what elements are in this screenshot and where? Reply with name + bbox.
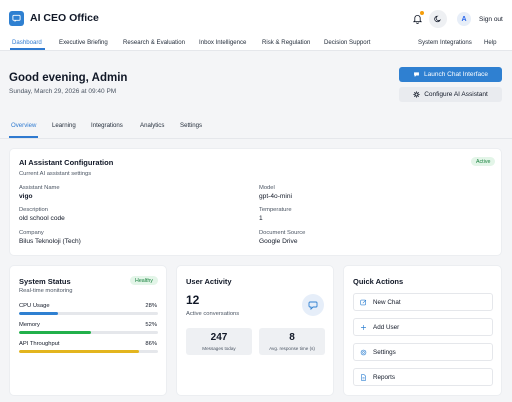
gear-icon <box>413 91 420 98</box>
chat-bubble-icon <box>302 294 324 316</box>
metric-value: 86% <box>145 341 157 347</box>
moon-icon <box>434 15 441 23</box>
reports-label: Reports <box>373 373 396 381</box>
health-badge: Healthy <box>130 276 158 285</box>
nav-system-integrations[interactable]: System Integrations <box>418 39 472 46</box>
field-label: Model <box>259 185 275 191</box>
quick-actions-title: Quick Actions <box>353 277 404 286</box>
nav-help[interactable]: Help <box>484 39 497 46</box>
nav-dashboard[interactable]: Dashboard <box>12 39 42 46</box>
notifications-button[interactable] <box>408 10 426 28</box>
field-value: vigo <box>19 193 33 200</box>
tab-overview[interactable]: Overview <box>11 122 37 129</box>
field-value: Google Drive <box>259 238 298 245</box>
main-nav: Dashboard Executive Briefing Research & … <box>0 34 512 50</box>
theme-toggle-button[interactable] <box>429 10 447 28</box>
nav-executive-briefing[interactable]: Executive Briefing <box>59 39 108 46</box>
messages-count: 247 <box>210 332 228 343</box>
edit-icon <box>360 299 367 305</box>
active-conversations-label: Active conversations <box>186 311 240 317</box>
messages-stat: 247 Messages today <box>186 328 252 355</box>
page-title: Good evening, Admin <box>9 72 128 84</box>
field-label: Company <box>19 230 44 236</box>
tab-integrations[interactable]: Integrations <box>91 122 123 129</box>
nav-active-indicator <box>10 48 45 50</box>
user-activity-card: User Activity 12 Active conversations 24… <box>176 265 334 396</box>
system-status-subtitle: Real-time monitoring <box>19 288 73 294</box>
memory-progress-fill <box>19 331 92 334</box>
field-value: 1 <box>259 215 263 222</box>
chat-icon <box>414 72 419 77</box>
nav-research-evaluation[interactable]: Research & Evaluation <box>123 39 185 46</box>
new-chat-button[interactable]: New Chat <box>353 293 493 311</box>
app-logo-icon <box>9 11 24 26</box>
nav-divider <box>0 50 512 51</box>
configure-assistant-button[interactable]: Configure AI Assistant <box>399 87 502 102</box>
metric-value: 28% <box>145 303 157 309</box>
cpu-progress-bar <box>19 312 158 315</box>
settings-button[interactable]: Settings <box>353 343 493 361</box>
new-chat-label: New Chat <box>373 298 401 306</box>
tab-active-indicator <box>9 136 38 138</box>
launch-chat-button[interactable]: Launch Chat Interface <box>399 67 502 82</box>
sign-out-link[interactable]: Sign out <box>479 15 503 23</box>
tab-analytics[interactable]: Analytics <box>140 122 165 129</box>
avatar[interactable]: A <box>457 12 471 26</box>
nav-decision-support[interactable]: Decision Support <box>324 39 371 46</box>
current-date: Sunday, March 29, 2026 at 09:40 PM <box>9 88 117 95</box>
document-icon <box>361 373 366 381</box>
settings-label: Settings <box>373 348 396 356</box>
response-time-value: 8 <box>289 332 295 343</box>
config-subtitle: Current AI assistant settings <box>19 171 92 177</box>
field-label: Document Source <box>259 230 306 236</box>
config-title: AI Assistant Configuration <box>19 158 114 167</box>
field-label: Assistant Name <box>19 185 60 191</box>
metric-label: Memory <box>19 322 40 328</box>
tab-divider <box>0 138 512 139</box>
cpu-progress-fill <box>19 312 58 315</box>
system-status-title: System Status <box>19 277 71 286</box>
add-user-button[interactable]: Add User <box>353 318 493 336</box>
messages-label: Messages today <box>202 346 236 351</box>
tab-settings[interactable]: Settings <box>180 122 203 129</box>
plus-icon <box>361 324 366 330</box>
field-value: Bilus Teknoloji (Tech) <box>19 238 81 245</box>
launch-chat-label: Launch Chat Interface <box>424 71 488 78</box>
gear-icon <box>360 349 367 355</box>
notification-dot <box>420 11 424 15</box>
field-label: Temperature <box>259 207 292 213</box>
bell-icon[interactable] <box>408 10 426 28</box>
configure-assistant-label: Configure AI Assistant <box>424 91 488 98</box>
nav-inbox-intelligence[interactable]: Inbox Intelligence <box>199 39 247 46</box>
nav-risk-regulation[interactable]: Risk & Regulation <box>262 39 311 46</box>
field-label: Description <box>19 207 48 213</box>
field-value: old school code <box>19 215 65 222</box>
memory-progress-bar <box>19 331 158 334</box>
assistant-config-card: AI Assistant Configuration Current AI as… <box>9 148 502 256</box>
metric-label: CPU Usage <box>19 303 50 309</box>
app-title: AI CEO Office <box>30 12 99 24</box>
top-bar: AI CEO Office A Sign out Dashboard Execu… <box>0 0 512 50</box>
system-status-card: System Status Real-time monitoring Healt… <box>9 265 167 396</box>
metric-label: API Throughput <box>19 341 60 347</box>
field-value: gpt-4o-mini <box>259 193 292 200</box>
api-progress-bar <box>19 350 158 353</box>
user-activity-title: User Activity <box>186 277 232 286</box>
active-conversations-count: 12 <box>186 293 200 307</box>
api-progress-fill <box>19 350 139 353</box>
add-user-label: Add User <box>373 323 400 331</box>
metric-value: 52% <box>145 322 157 328</box>
quick-actions-card: Quick Actions New Chat Add User Settings… <box>343 265 502 396</box>
reports-button[interactable]: Reports <box>353 368 493 386</box>
tab-learning[interactable]: Learning <box>52 122 76 129</box>
status-badge: Active <box>471 157 496 166</box>
response-time-stat: 8 Avg. response time (s) <box>259 328 325 355</box>
response-time-label: Avg. response time (s) <box>269 346 315 351</box>
